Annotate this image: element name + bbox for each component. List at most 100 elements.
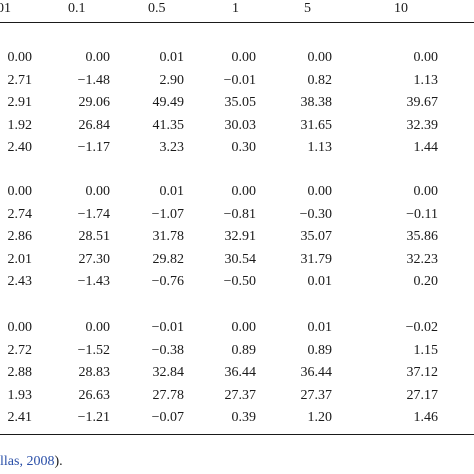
top-rule [0,22,474,24]
table-cell: 28.83 [78,365,111,380]
table-cell: −1.52 [77,342,110,358]
table-cell: 0.00 [231,50,257,65]
table-cell: −0.01 [151,320,184,335]
table-cell: 31.79 [300,251,333,267]
bottom-rule [0,434,474,436]
table-cell: 2.41 [7,410,33,425]
table-cell: 26.84 [78,117,111,133]
table-cell: 0.00 [85,50,111,65]
table-cell: 0.01 [159,50,185,65]
table-cell: 32.23 [406,251,439,267]
table-cell: −1.07 [151,206,184,222]
table-cell: 1.93 [7,387,33,403]
table-cell: 35.05 [224,95,257,110]
table-cell: 2.40 [7,140,33,155]
table-cell: 38.38 [300,95,333,110]
table-cell: 29.82 [152,251,185,267]
table-cell: 0.00 [7,50,33,65]
table-cell: −0.81 [223,206,256,222]
table-cell: −0.07 [151,410,184,425]
table-cell: 0.89 [231,342,257,358]
table-cell: 0.00 [85,320,111,335]
table-cell: 29.06 [78,95,111,110]
table-cell: 39.67 [406,95,439,110]
table-cell: −0.01 [223,72,256,88]
table-cell: 0.20 [413,274,439,289]
table-cell: 0.01 [159,184,185,199]
table-cell: 0.00 [231,320,257,335]
table-cell: −0.02 [405,320,438,335]
table-cell: 31.65 [300,117,333,133]
table-cell: 0.00 [307,184,333,199]
table-cell: 31.78 [152,229,185,244]
table-cell: 49.49 [152,95,185,110]
table-cell: −0.76 [151,274,184,289]
table-cell: 35.86 [406,229,439,244]
table-cell: 2.86 [7,229,33,244]
table-cell: 27.17 [406,387,439,403]
table-cell: 1.20 [307,410,333,425]
footnote: llas, 2008). [0,454,63,470]
table-cell: −0.38 [151,342,184,358]
table-cell: 0.30 [231,140,257,155]
table-cell: 41.35 [152,117,185,133]
table-cell: 0.00 [7,320,33,335]
table-cell: −1.21 [77,410,110,425]
table-cell: −1.48 [77,72,110,88]
table-cell: 2.43 [7,274,33,289]
column-header: 0.5 [148,1,166,16]
table-cell: 2.01 [7,251,33,267]
table-cell: −1.43 [77,274,110,289]
table-cell: 27.37 [224,387,257,403]
table-cell: 35.07 [300,229,333,244]
table-cell: 26.63 [78,387,111,403]
table-cell: 2.91 [7,95,33,110]
table-cell: 0.00 [231,184,257,199]
table-cell: 2.90 [159,72,185,88]
citation-link[interactable]: llas, 2008 [0,454,55,469]
table-cell: 3.23 [159,140,185,155]
table-cell: 0.00 [307,50,333,65]
table-cell: 27.78 [152,387,185,403]
table-cell: 27.30 [78,251,111,267]
table-cell: 0.82 [307,72,333,88]
table-cell: 0.01 [307,320,333,335]
table-cell: 36.44 [224,365,257,380]
table-cell: 1.13 [413,72,439,88]
table-cell: 36.44 [300,365,333,380]
column-header: 01 [0,1,11,16]
table-cell: 28.51 [78,229,111,244]
table-cell: 30.54 [224,251,257,267]
table-cell: 30.03 [224,117,257,133]
footnote-suffix: ). [54,454,63,469]
table-cell: −0.11 [406,206,438,222]
table-cell: 32.39 [406,117,439,133]
table-cell: 2.74 [7,206,33,222]
table-cell: 1.44 [413,140,439,155]
table-cell: 37.12 [406,365,439,380]
table-cell: 0.00 [413,50,439,65]
table-cell: 1.15 [413,342,439,358]
table-cell: 0.00 [7,184,33,199]
column-header: 5 [304,1,311,16]
table-cell: −1.74 [77,206,110,222]
table-cell: 0.00 [85,184,111,199]
table-cell: 0.01 [307,274,333,289]
column-header: 0.1 [68,1,86,16]
table-cell: 27.37 [300,387,333,403]
table-cell: 32.84 [152,365,185,380]
table-cell: 0.89 [307,342,333,358]
column-header: 1 [232,1,239,16]
table-cell: 2.88 [7,365,33,380]
table-cell: 2.71 [7,72,33,88]
table-cell: 1.92 [7,117,33,133]
table-cell: 0.39 [231,410,257,425]
table-cell: −0.30 [299,206,332,222]
column-header: 10 [394,1,408,16]
table-cell: −0.50 [223,274,256,289]
table-cell: −1.17 [77,140,110,155]
table-cell: 2.72 [7,342,33,358]
table-cell: 0.00 [413,184,439,199]
table-cell: 1.13 [307,140,333,155]
